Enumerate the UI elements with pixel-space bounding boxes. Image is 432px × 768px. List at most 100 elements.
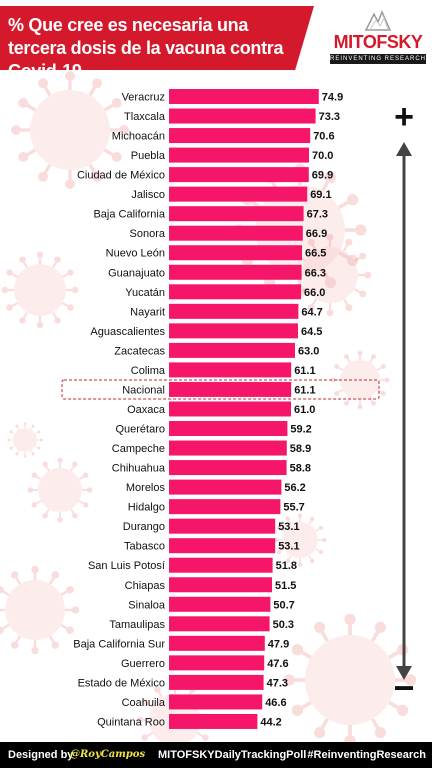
category-label: Oaxaca	[127, 404, 166, 416]
value-label: 74.9	[322, 92, 343, 104]
value-label: 50.3	[273, 619, 294, 631]
value-label: 70.0	[312, 150, 333, 162]
bar	[169, 421, 288, 437]
virus-icon	[136, 681, 214, 742]
bar	[169, 147, 309, 163]
value-label: 70.6	[313, 131, 334, 143]
virus-icon	[273, 513, 327, 567]
value-label: 67.3	[307, 209, 328, 221]
footer-bar: Designed by @RoyCampos MITOFSKYDailyTrac…	[0, 742, 432, 768]
bar-chart: Veracruz 74.9 Tlaxcala 73.3 Michoacán 70.6 Pue…	[0, 71, 417, 742]
category-label: Quintana Roo	[97, 716, 165, 728]
category-label: Baja California	[93, 209, 165, 221]
category-label: Nayarit	[130, 306, 165, 318]
brand-tagline: REINVENTING RESEARCH	[330, 54, 427, 64]
highlight-frame	[61, 379, 380, 400]
logo-mark-icon	[364, 10, 392, 31]
category-label: Jalisco	[131, 189, 165, 201]
bar	[169, 225, 303, 241]
value-label: 55.7	[283, 502, 304, 514]
page-title: % Que cree es necesaria una tercera dosi…	[8, 15, 284, 81]
category-label: Morelos	[126, 482, 166, 494]
category-label: San Luis Potosí	[88, 560, 165, 572]
bar	[169, 381, 292, 397]
bar	[169, 401, 291, 417]
title-banner: % Que cree es necesaria una tercera dosi…	[0, 6, 314, 70]
bar	[169, 362, 292, 378]
value-label: 69.9	[312, 170, 333, 182]
virus-icon	[7, 422, 43, 458]
value-label: 47.3	[267, 677, 288, 689]
virus-icon	[27, 457, 93, 523]
bar	[169, 577, 272, 593]
category-label: Puebla	[131, 150, 166, 162]
minus-symbol: −	[393, 667, 414, 708]
bar	[169, 635, 265, 651]
virus-icon	[283, 613, 417, 742]
bar	[169, 264, 302, 280]
bar	[169, 440, 287, 456]
value-label: 73.3	[319, 111, 340, 123]
bar	[169, 674, 264, 690]
bar	[169, 499, 281, 515]
category-label: Chiapas	[125, 580, 166, 592]
category-label: Querétaro	[115, 424, 165, 436]
category-label: Guanajuato	[108, 267, 165, 279]
virus-icon	[11, 71, 129, 189]
value-label: 50.7	[273, 599, 294, 611]
category-label: Durango	[123, 521, 165, 533]
value-label: 53.1	[278, 541, 299, 553]
value-label: 66.5	[305, 248, 326, 260]
bar	[169, 616, 270, 632]
value-label: 58.9	[290, 443, 311, 455]
category-label: Estado de México	[78, 677, 165, 689]
ranking-arrow: + −	[393, 98, 414, 708]
value-label: 58.8	[290, 463, 311, 475]
brand-name: MITOFSKY	[333, 32, 423, 52]
footer-designed-by: Designed by	[8, 749, 74, 761]
value-label: 66.9	[306, 228, 327, 240]
value-label: 47.9	[268, 638, 289, 650]
category-label: Tamaulipas	[109, 619, 165, 631]
category-label: Sonora	[130, 228, 166, 240]
bar	[169, 460, 287, 476]
bar	[169, 538, 276, 554]
value-label: 61.1	[294, 384, 315, 396]
bar	[169, 167, 309, 183]
bar	[169, 479, 282, 495]
bar	[169, 323, 298, 339]
brand-logo: MITOFSKY REINVENTING RESEARCH	[328, 10, 428, 68]
virus-icon	[0, 565, 80, 655]
value-label: 64.7	[301, 306, 322, 318]
arrow-up-icon	[396, 142, 412, 156]
bar	[169, 245, 302, 261]
bar	[169, 694, 263, 710]
bar	[169, 186, 308, 202]
value-label: 61.0	[294, 404, 315, 416]
bar	[169, 713, 258, 729]
category-label: Nuevo León	[106, 248, 165, 260]
value-label: 53.1	[278, 521, 299, 533]
value-label: 44.2	[260, 716, 281, 728]
plus-symbol: +	[394, 98, 414, 136]
category-label: Sinaloa	[128, 599, 166, 611]
chart-bars: Veracruz 74.9 Tlaxcala 73.3 Michoacán 70.6 Pue…	[61, 89, 380, 729]
bar	[169, 342, 295, 358]
bar	[169, 89, 319, 104]
category-label: Coahuila	[122, 697, 166, 709]
value-label: 59.2	[290, 424, 311, 436]
footer-designer: @RoyCampos	[70, 749, 146, 760]
category-label: Guerrero	[121, 658, 165, 670]
bar	[169, 206, 304, 222]
virus-icon	[288, 233, 372, 317]
value-label: 46.6	[265, 697, 286, 709]
footer-hashtag: #ReinventingResearch	[307, 749, 426, 761]
bar	[169, 518, 276, 534]
bar	[169, 557, 273, 573]
bar	[169, 128, 311, 144]
virus-icon	[1, 251, 79, 329]
bar	[169, 284, 301, 300]
value-label: 51.5	[275, 580, 296, 592]
bar	[169, 303, 299, 319]
category-label: Chihuahua	[112, 463, 166, 475]
